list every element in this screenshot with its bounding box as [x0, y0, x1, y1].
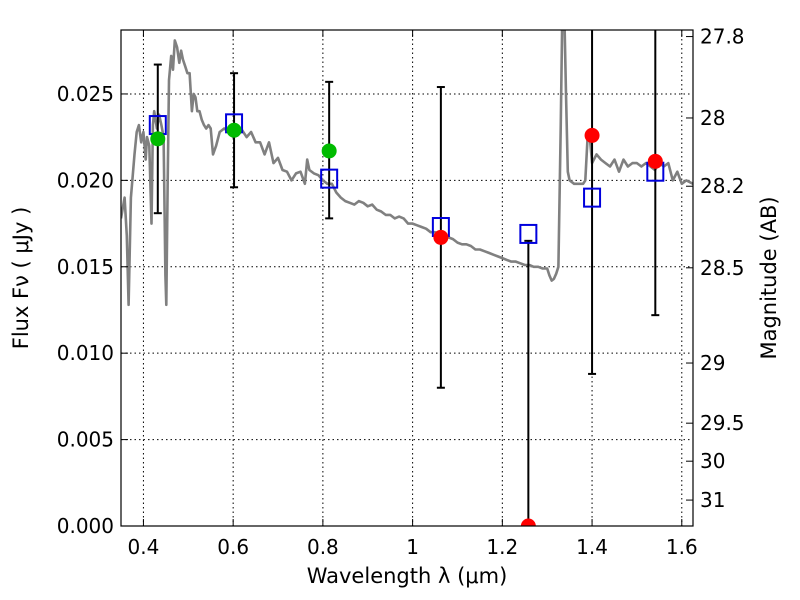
axes: 0.4 0.6 0.8 1 1.2 1.4 1.6 0.000 0.005 0.010 0.015 0…	[57, 25, 745, 559]
x-tick-label: 0.8	[307, 535, 339, 559]
y2-tick-label: 29	[700, 351, 725, 375]
plot-area	[121, 30, 693, 526]
nondetected-flux-point	[647, 153, 663, 169]
x-tick-label: 0.6	[217, 535, 249, 559]
y-tick-label: 0.000	[57, 514, 114, 538]
x-tick-label: 1	[406, 535, 419, 559]
nondetected-flux-point	[584, 127, 600, 143]
template-spectrum-line	[121, 30, 693, 307]
detected-flux-point	[150, 131, 166, 147]
y2-tick-label: 31	[700, 488, 725, 512]
y-tick-label: 0.015	[57, 255, 114, 279]
y2-tick-label: 27.8	[700, 25, 745, 49]
detected-flux-point	[226, 122, 242, 138]
plot-frame	[120, 29, 694, 527]
x-axis-label: Wavelength λ (μm)	[307, 564, 508, 588]
x-tick-label: 0.4	[128, 535, 160, 559]
nondetected-flux-point	[520, 518, 536, 526]
grid-lines	[121, 30, 693, 527]
y2-tick-label: 28.5	[700, 256, 745, 280]
model-flux-square	[320, 168, 339, 189]
detected-flux-point	[321, 143, 337, 159]
x-tick-label: 1.2	[486, 535, 518, 559]
y-tick-label: 0.005	[57, 428, 114, 452]
x-tick-label: 1.4	[576, 535, 608, 559]
y-tick-label: 0.010	[57, 341, 114, 365]
y2-axis-label: Magnitude (AB)	[757, 196, 781, 359]
y2-tick-label: 29.5	[700, 411, 745, 435]
y2-tick-label: 28.2	[700, 174, 745, 198]
model-flux-square	[583, 187, 602, 208]
model-flux-square	[519, 223, 538, 244]
y-axis-label: Flux Fν ( μJy )	[9, 207, 33, 350]
y-tick-label: 0.020	[57, 168, 114, 192]
y2-tick-label: 30	[700, 449, 725, 473]
nondetected-flux-point	[433, 229, 449, 245]
y-tick-label: 0.025	[57, 82, 114, 106]
x-tick-label: 1.6	[666, 535, 698, 559]
y2-tick-label: 28	[700, 106, 725, 130]
